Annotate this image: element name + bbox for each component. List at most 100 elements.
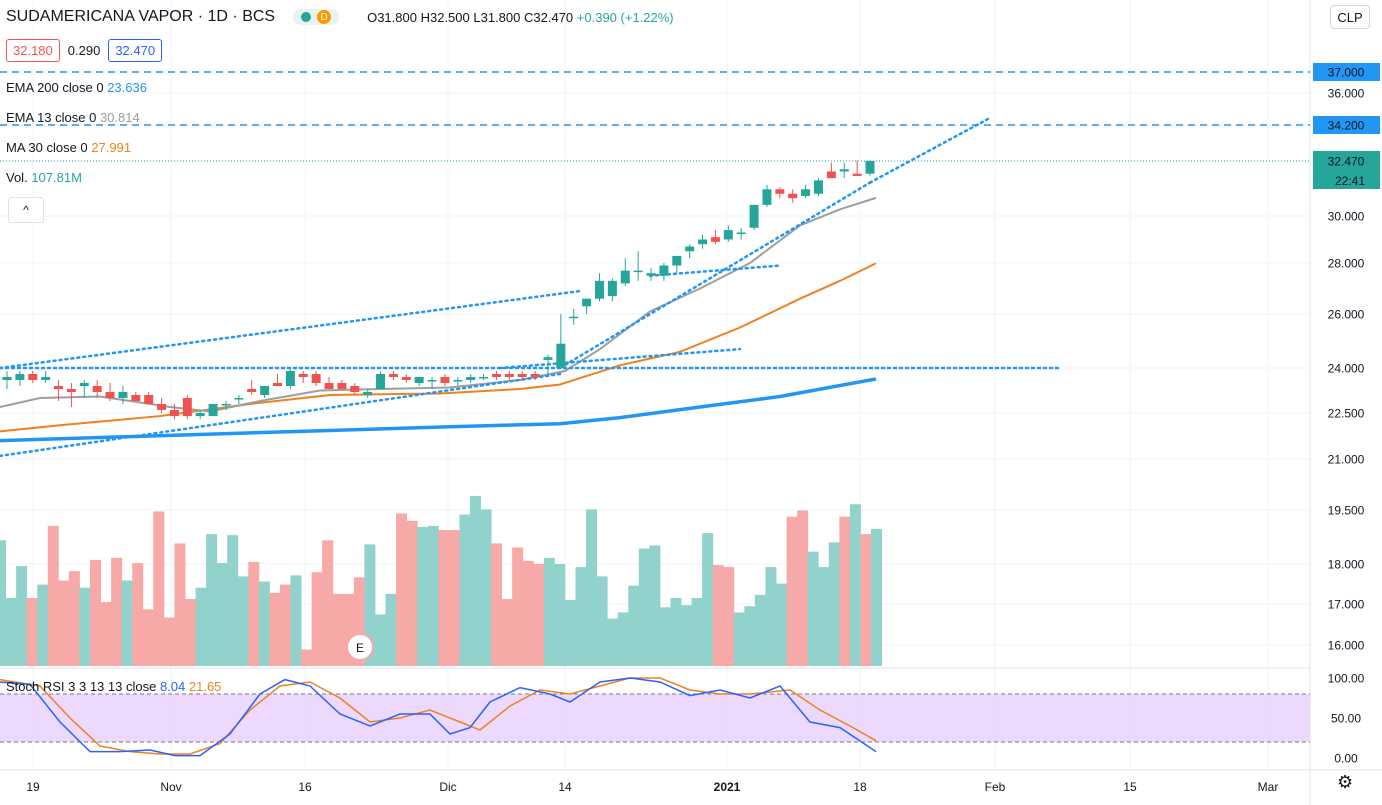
volume-bar xyxy=(0,540,6,666)
candle xyxy=(582,298,592,314)
candle xyxy=(569,308,579,325)
candle xyxy=(414,377,424,386)
volume-bar xyxy=(469,496,481,666)
stoch-band xyxy=(0,694,1310,742)
candle xyxy=(131,392,141,401)
volume-bar xyxy=(617,612,629,666)
volume-bar xyxy=(543,557,555,666)
volume-bar xyxy=(58,580,70,666)
candle-body xyxy=(839,169,849,172)
volume-bar xyxy=(47,525,59,666)
collapse-legend-button[interactable]: ^ xyxy=(8,197,44,223)
candle xyxy=(788,189,798,203)
candle xyxy=(865,160,875,176)
candle xyxy=(247,380,257,395)
ema200-line xyxy=(0,377,877,443)
volume-bar xyxy=(237,576,249,666)
legend-stoch-rsi[interactable]: Stoch RSI 3 3 13 13 close 8.04 21.65 xyxy=(6,679,221,694)
volume-bar xyxy=(301,649,313,666)
candle xyxy=(646,268,656,281)
candle-body xyxy=(698,239,708,245)
currency-button[interactable]: CLP xyxy=(1330,5,1370,29)
candle xyxy=(698,234,708,249)
candle xyxy=(491,371,501,380)
candle-body xyxy=(620,270,630,284)
change-value: +0.390 (+1.22%) xyxy=(576,9,674,25)
candle xyxy=(633,251,643,281)
close-value: C32.470 xyxy=(524,9,574,25)
candle-body xyxy=(685,246,695,252)
volume-bar xyxy=(480,509,492,666)
candle xyxy=(723,225,733,242)
candle-body xyxy=(195,413,205,417)
trendline-upper xyxy=(0,289,582,370)
volume-bar xyxy=(491,543,503,666)
candle-body xyxy=(440,377,450,383)
trendline-short xyxy=(648,264,782,277)
candle-body xyxy=(466,377,476,380)
price-axis-label: 26.000 xyxy=(1328,308,1365,322)
legend-ma30[interactable]: MA 30 close 0 27.991 xyxy=(6,140,131,155)
candle xyxy=(15,371,25,386)
candle-body xyxy=(182,398,192,417)
time-axis-label: Feb xyxy=(985,780,1006,794)
trendline-mid xyxy=(498,347,742,370)
volume-bar xyxy=(522,560,534,666)
candle-body xyxy=(556,343,566,368)
volume-bar xyxy=(206,534,218,666)
volume-bar xyxy=(765,567,777,666)
ema13-line xyxy=(0,196,877,413)
candle xyxy=(118,386,128,404)
candle xyxy=(169,404,179,420)
candle xyxy=(28,371,38,383)
ema13-value: 30.814 xyxy=(99,110,140,125)
candle-body xyxy=(801,189,811,196)
settings-gear-icon[interactable]: ⚙ xyxy=(1337,772,1354,792)
volume-bar xyxy=(332,593,344,666)
volume-bar xyxy=(871,528,882,666)
symbol-title[interactable]: SUDAMERICANA VAPOR · 1D · BCS xyxy=(6,8,276,25)
candle xyxy=(2,371,12,389)
volume-bar xyxy=(638,548,650,666)
candle-body xyxy=(324,383,334,389)
candle-body xyxy=(208,404,218,417)
volume-bar xyxy=(89,559,101,666)
candle-body xyxy=(260,386,270,395)
legend-ema13[interactable]: EMA 13 close 0 30.814 xyxy=(6,110,140,125)
volume-bar xyxy=(79,587,91,666)
price-axis-label: 19.500 xyxy=(1328,504,1365,518)
candle xyxy=(736,227,746,240)
price-tag-box xyxy=(1313,116,1380,134)
candle xyxy=(260,386,270,398)
sell-button[interactable]: 32.180 xyxy=(6,39,60,62)
candle-body xyxy=(247,389,257,392)
price-axis-label: 28.000 xyxy=(1328,257,1365,271)
earnings-marker-label: E xyxy=(356,641,364,655)
vol-value: 107.81M xyxy=(31,170,82,185)
ema200-value: 23.636 xyxy=(107,80,147,95)
market-status-pill[interactable]: D xyxy=(293,9,340,25)
candle-body xyxy=(105,392,115,398)
volume-bar xyxy=(163,617,175,666)
buy-button[interactable]: 32.470 xyxy=(108,39,163,62)
volume-bar xyxy=(184,599,196,666)
open-value: O31.800 xyxy=(367,9,417,25)
legend-ema200[interactable]: EMA 200 close 0 23.636 xyxy=(6,80,147,95)
price-axis-label: 30.000 xyxy=(1328,210,1365,224)
candle xyxy=(801,184,811,199)
volume-bar xyxy=(786,516,798,666)
time-axis-label: Nov xyxy=(160,780,181,794)
volume-bar xyxy=(174,543,186,666)
volume-bar xyxy=(628,585,640,666)
legend-volume[interactable]: Vol. 107.81M xyxy=(6,170,82,185)
volume-bar xyxy=(839,516,851,666)
candle-body xyxy=(530,374,540,377)
price-axis-label: 22.500 xyxy=(1328,407,1365,421)
volume-bar xyxy=(702,533,714,666)
candle-body xyxy=(311,374,321,383)
volume-bar xyxy=(649,545,661,666)
volume-bar xyxy=(564,600,576,666)
candle-body xyxy=(723,230,733,240)
candle xyxy=(543,354,553,377)
